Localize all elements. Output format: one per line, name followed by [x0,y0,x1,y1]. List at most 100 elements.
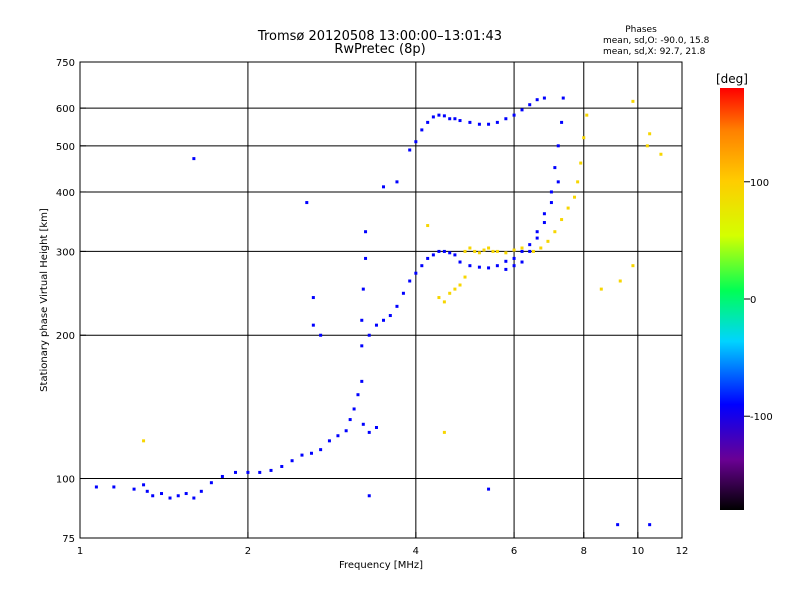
echo-point-o [311,323,315,327]
echo-point-o [616,523,620,527]
echo-point-o [495,120,499,124]
phase-stats-o: mean, sd,O: -90.0, 15.8 [603,36,710,46]
echo-point-o [305,201,309,205]
plot-area [79,61,683,539]
echo-point-o [426,120,430,124]
echo-point-o [269,468,273,472]
echo-point-o [556,144,560,148]
echo-point-o [549,201,553,205]
echo-point-x [566,206,570,210]
echo-point-x [453,287,457,291]
x-tick-label-2: 2 [245,546,251,557]
echo-point-x [468,246,472,250]
echo-point-o [512,264,516,268]
colorbar-tick-label-0: 0 [750,295,756,306]
echo-point-x [560,218,564,222]
echo-point-o [414,140,418,144]
x-tick-label-1: 1 [77,546,83,557]
echo-point-o [458,260,462,264]
echo-point-o [448,117,452,121]
echo-point-o [192,496,196,500]
echo-point-o [94,485,98,489]
echo-point-x [512,248,516,252]
echo-point-o [520,249,524,253]
y-tick-label-400: 400 [56,188,75,199]
grid-lines [80,62,682,538]
colorbar-tick-label--100: -100 [750,412,773,423]
plot-frame [79,61,683,539]
echo-point-o [344,429,348,433]
echo-point-x [442,430,446,434]
echo-point-x [553,230,557,234]
colorbar-gradient [720,88,744,510]
echo-point-x [448,291,452,295]
echo-point-x [599,287,603,291]
echo-point-x [487,246,491,250]
echo-point-x [463,249,467,253]
colorbar-tick-label-100: 100 [750,178,769,189]
echo-point-o [364,230,368,234]
echo-point-o [356,393,360,397]
colorbar: [deg] 100 0 -100 [716,72,773,510]
echo-point-x [582,136,586,140]
echo-point-o [528,243,532,247]
echo-point-o [553,166,557,170]
echo-point-x [573,195,577,199]
echo-point-o [319,333,323,337]
echo-point-o [495,264,499,268]
echo-point-o [401,291,405,295]
echo-point-x [631,264,635,268]
echo-point-o [367,430,371,434]
x-tick-label-8: 8 [581,546,587,557]
echo-point-o [233,470,237,474]
echo-point-o [258,470,262,474]
echo-point-o [648,523,652,527]
echo-point-o [184,492,188,496]
echo-point-o [246,470,250,474]
echo-point-o [374,425,378,429]
echo-point-o [437,249,441,253]
echo-point-o [477,265,481,269]
echo-point-o [300,453,304,457]
echo-point-o [145,489,149,493]
echo-point-o [487,266,491,270]
y-axis-label: Stationary phase Virtual Height [km] [39,208,50,392]
colorbar-ticks: 100 0 -100 [744,178,773,423]
echo-point-o [528,249,532,253]
echo-point-o [408,148,412,152]
echo-point-x [631,99,635,103]
echo-point-o [520,108,524,112]
echo-point-x [576,180,580,184]
echo-point-o [512,113,516,117]
echo-point-o [458,119,462,123]
echo-point-x [504,251,508,255]
echo-point-o [388,314,392,318]
echo-point-o [504,267,508,271]
echo-point-x [520,246,524,250]
echo-point-o [535,98,539,102]
echo-point-o [468,120,472,124]
echo-point-o [352,407,356,411]
echo-point-o [431,253,435,257]
echo-point-o [220,474,224,478]
echo-point-o [336,434,340,438]
echo-point-o [364,256,368,260]
echo-point-x [579,161,583,165]
echo-point-o [112,485,116,489]
echo-point-o [176,494,180,498]
echo-point-o [528,103,532,107]
phase-stats-heading: Phases [625,25,657,35]
echo-point-o [437,113,441,117]
echo-point-x [531,249,535,253]
echo-point-x [426,224,430,228]
echo-point-o [561,96,565,100]
echo-point-o [549,190,553,194]
data-points [94,96,663,527]
echo-point-o [360,318,364,322]
echo-point-o [160,492,164,496]
echo-point-x [473,249,477,253]
y-tick-label-200: 200 [56,331,75,342]
echo-point-o [420,128,424,132]
echo-point-o [426,256,430,260]
echo-point-o [360,379,364,383]
